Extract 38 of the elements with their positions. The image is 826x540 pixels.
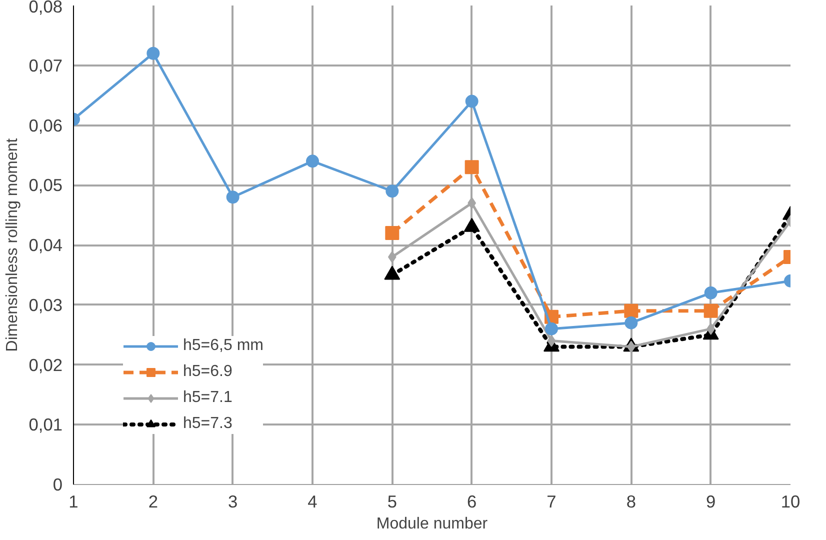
x-tick-label: 4 [308, 492, 318, 512]
point [146, 46, 160, 60]
x-tick-label: 10 [780, 492, 800, 512]
y-tick-label: 0,06 [28, 115, 63, 136]
x-tick-label: 2 [148, 492, 158, 512]
y-tick-label: 0,08 [28, 0, 63, 16]
x-tick-label: 9 [706, 492, 716, 512]
x-tick-label: 6 [467, 492, 477, 512]
y-tick-label: 0,02 [28, 354, 63, 375]
x-tick-label: 1 [68, 492, 78, 512]
y-tick-label: 0,05 [28, 175, 63, 196]
y-tick-label: 0,01 [28, 414, 63, 435]
legend-label: h5=7.1 [183, 389, 232, 407]
y-tick-label: 0 [52, 474, 63, 494]
x-tick-label: 7 [546, 492, 556, 512]
point [704, 304, 718, 318]
y-tick-label: 0,04 [28, 235, 63, 255]
x-axis-title: Module number [376, 516, 488, 532]
legend-label: h5=6,5 mm [183, 337, 264, 355]
legend-label: h5=7.3 [183, 415, 232, 433]
x-tick-label: 8 [626, 492, 636, 512]
point [624, 304, 638, 318]
point [386, 184, 399, 198]
point [624, 316, 638, 330]
point [464, 160, 479, 174]
y-axis-title: Dimensionless rolling moment [4, 138, 21, 352]
y-tick-label: 0,07 [28, 55, 63, 76]
point [465, 94, 478, 108]
y-tick-label: 0,03 [28, 294, 63, 315]
point [547, 334, 556, 347]
point [306, 154, 319, 168]
point [704, 286, 718, 300]
legend-label: h5=6.9 [183, 363, 232, 381]
x-tick-label: 5 [387, 492, 397, 512]
point [545, 322, 558, 336]
x-tick-label: 3 [228, 492, 238, 512]
point [385, 226, 400, 240]
point [226, 190, 240, 204]
